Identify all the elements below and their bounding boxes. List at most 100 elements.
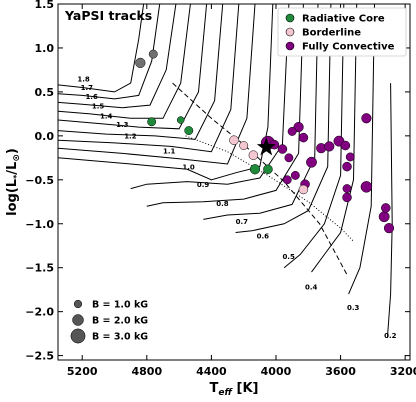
star-point-radiative — [263, 164, 273, 175]
track-label: 1.6 — [85, 93, 98, 101]
plot-frame — [57, 3, 411, 361]
size-legend-marker — [73, 299, 83, 309]
legend-marker-radiative — [285, 13, 295, 23]
size-legend-label: B = 2.0 kG — [92, 316, 148, 327]
size-legend-marker — [72, 314, 84, 326]
star-point-convective — [306, 156, 317, 168]
x-tick-label: 4800 — [131, 365, 162, 378]
x-tick-label: 5200 — [67, 365, 98, 378]
track-label: 1.1 — [163, 147, 176, 155]
y-tick-label: 1.5 — [35, 0, 55, 11]
y-axis-title-mid: /L — [5, 162, 20, 175]
y-tick-label: 1.0 — [35, 42, 55, 55]
size-legend-marker — [70, 328, 86, 344]
x-axis-title: Teff [K] — [210, 381, 259, 398]
y-axis-title-suffix: ) — [5, 148, 20, 154]
star-point-convective — [324, 141, 335, 152]
track-line-0.8 — [146, 4, 304, 207]
y-axis-title-prefix: log(L — [5, 179, 20, 216]
star-point-borderline — [239, 141, 249, 150]
star-point-convective — [360, 181, 373, 193]
track-line-0.2 — [386, 83, 393, 339]
track-label: 1.7 — [81, 84, 94, 92]
y-axis-title: log(L*/L⊙) — [5, 148, 22, 216]
track-line-1.8 — [58, 4, 145, 93]
y-tick-label: −2.0 — [25, 306, 54, 319]
legend-box — [277, 7, 407, 57]
track-label: 1.3 — [116, 121, 129, 129]
star-point-convective — [284, 153, 294, 163]
star-point-convective — [342, 192, 352, 203]
track-line-0.3 — [348, 4, 375, 295]
star-point-gray — [135, 57, 146, 68]
y-tick-label: −1.0 — [25, 218, 54, 231]
track-label: 0.9 — [197, 181, 210, 189]
x-tick-label: 3200 — [390, 365, 416, 378]
track-label: 0.2 — [384, 332, 397, 340]
x-axis-title-unit: [K] — [232, 381, 258, 396]
y-axis-title-star: * — [12, 174, 21, 179]
track-label: 0.7 — [236, 218, 249, 226]
y-tick-label: 0.5 — [35, 86, 55, 99]
star-point-radiative — [184, 126, 194, 136]
track-label: 1.2 — [124, 132, 137, 140]
field-strength-legend: B = 1.0 kG B = 2.0 kG B = 3.0 kG — [70, 299, 148, 344]
legend-marker-convective — [285, 41, 295, 51]
star-point-convective — [342, 161, 352, 172]
star-point-convective — [287, 127, 297, 136]
track-label: 0.3 — [347, 304, 360, 312]
star-marker — [256, 137, 276, 156]
star-point-radiative — [147, 117, 157, 127]
star-point-convective — [383, 223, 395, 234]
y-tick-label: −1.5 — [25, 262, 54, 275]
star-point-convective — [282, 175, 292, 185]
track-label: 1.0 — [182, 163, 195, 171]
star-point-radiative — [249, 164, 261, 175]
x-tick-label: 4000 — [261, 365, 292, 378]
track-label: 0.8 — [216, 200, 229, 208]
star-point-borderline — [248, 150, 259, 160]
x-axis-title-main: T — [210, 381, 219, 396]
size-legend-label: B = 3.0 kG — [92, 332, 148, 343]
star-point-convective — [277, 144, 288, 154]
star-point-convective — [340, 140, 351, 151]
x-tick-label: 3600 — [325, 365, 356, 378]
star-point-convective — [342, 184, 352, 194]
axes: 5200 4800 4400 4000 3600 3200 1.5 1.0 0.5 0.0 −0.5… — [25, 0, 416, 378]
legend-label-borderline: Borderline — [302, 28, 361, 39]
track-line-1.5 — [58, 4, 191, 119]
track-label: 0.4 — [305, 284, 318, 292]
y-axis-title-sun: ⊙ — [12, 154, 22, 162]
class-legend: Radiative Core Borderline Fully Convective — [277, 7, 407, 57]
track-line-0.6 — [235, 4, 332, 233]
star-point-borderline — [298, 184, 309, 195]
star-point-convective — [298, 132, 309, 143]
star-point-borderline — [229, 135, 239, 146]
dashed-boundary-line — [172, 82, 348, 275]
track-label: 1.8 — [77, 75, 90, 83]
star-point-convective — [378, 211, 390, 223]
star-point-convective — [293, 121, 304, 133]
star-point-convective — [345, 152, 355, 162]
y-tick-label: −2.5 — [25, 350, 54, 363]
track-line-0.5 — [283, 4, 345, 269]
y-tick-label: 0.0 — [35, 130, 55, 143]
track-line-1.0 — [58, 4, 274, 181]
guide-lines — [172, 82, 354, 275]
track-label: 1.5 — [92, 103, 105, 111]
track-label: 1.4 — [100, 112, 113, 120]
x-tick-label: 4400 — [196, 365, 227, 378]
star-point-convective — [361, 113, 372, 124]
track-line-1.2 — [58, 4, 240, 153]
star-point-radiative — [176, 116, 185, 124]
track-line-1.3 — [58, 4, 224, 140]
track-line-1.6 — [58, 4, 177, 109]
legend-label-convective: Fully Convective — [302, 42, 395, 53]
track-line-1.1 — [58, 4, 256, 165]
star-points — [135, 49, 395, 234]
chart-title: YaPSI tracks — [64, 8, 152, 23]
track-line-1.4 — [58, 4, 208, 130]
track-line-0.4 — [311, 4, 358, 273]
legend-label-radiative: Radiative Core — [302, 14, 385, 25]
